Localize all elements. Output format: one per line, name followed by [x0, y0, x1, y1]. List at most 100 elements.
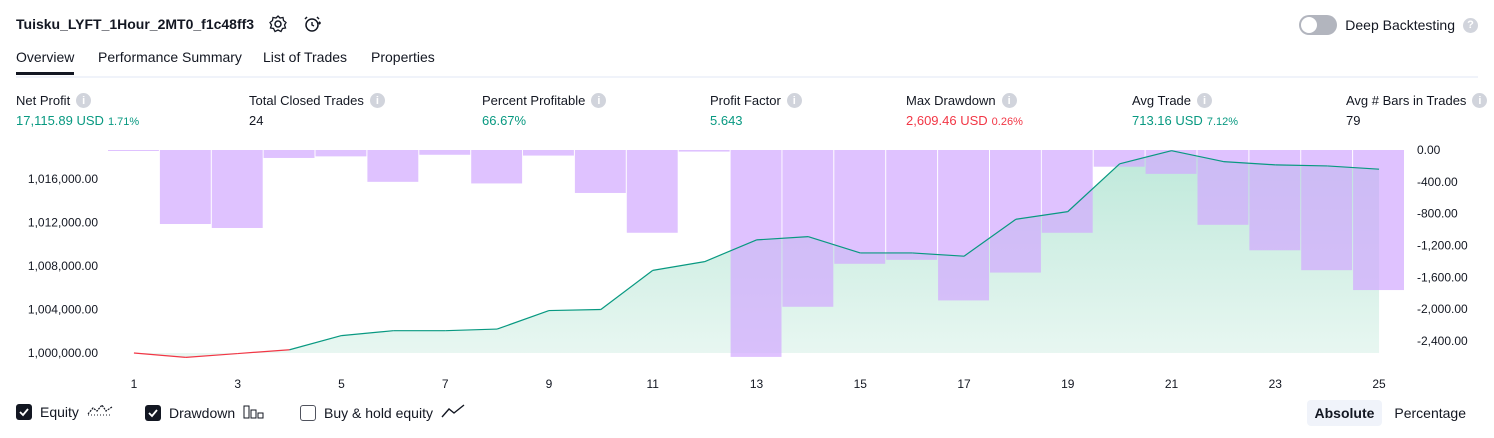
drawdown-axis-tick: -400.00 — [1417, 175, 1458, 189]
equity-drawdown-chart: 1,000,000.00 1,004,000.00 1,008,000.00 1,01… — [28, 143, 1468, 391]
equity-line-segment — [1275, 164, 1328, 167]
equity-label: Equity — [40, 403, 79, 420]
x-axis-tick: 21 — [1165, 377, 1179, 391]
deep-backtesting-toggle[interactable] — [1299, 15, 1338, 35]
info-icon[interactable]: i — [369, 93, 385, 108]
info-icon[interactable]: i — [1197, 93, 1213, 108]
x-axis-tick: 25 — [1372, 377, 1386, 391]
drawdown-bar — [1301, 150, 1353, 271]
drawdown-bar — [782, 150, 834, 307]
strategy-title: Tuisku_LYFT_1Hour_2MT0_f1c48ff3 — [16, 16, 255, 32]
info-icon[interactable]: i — [1001, 93, 1017, 108]
drawdown-axis-tick: -2,000.00 — [1417, 302, 1468, 316]
drawdown-axis-tick: 0.00 — [1417, 143, 1441, 157]
tab-overview[interactable]: Overview — [16, 49, 75, 75]
drawdown-bar — [574, 150, 626, 193]
equity-line-segment — [912, 252, 965, 257]
legend-buy-hold-equity[interactable]: Buy & hold equity — [300, 403, 465, 422]
equity-line-segment — [652, 261, 705, 271]
x-axis-tick: 11 — [647, 377, 660, 391]
absolute-button[interactable]: Absolute — [1306, 400, 1383, 426]
equity-line-segment — [756, 236, 809, 241]
metric-label: Profit Factor — [710, 93, 781, 108]
info-icon[interactable]: i — [591, 93, 607, 108]
equity-line-segment — [1015, 211, 1068, 220]
equity-line-segment — [341, 330, 394, 337]
deep-backtesting-control: Deep Backtesting ? — [1299, 15, 1478, 35]
drawdown-checkbox[interactable] — [145, 404, 161, 421]
tab-list-of-trades[interactable]: List of Trades — [263, 49, 348, 65]
drawdown-bar — [523, 150, 574, 156]
drawdown-bar — [315, 150, 367, 157]
drawdown-bar — [211, 150, 263, 228]
metric-value: 24 — [249, 113, 264, 128]
metric-total-closed-trades: Total Closed Trades i 24 — [249, 93, 385, 128]
x-axis-tick: 23 — [1269, 377, 1283, 391]
metric-percent: 0.26% — [991, 116, 1023, 128]
equity-line-segment — [548, 308, 601, 312]
x-axis-tick: 13 — [750, 377, 764, 391]
equity-line-segment — [1119, 150, 1172, 165]
drawdown-bar — [108, 150, 159, 151]
drawdown-axis-tick: -2,400.00 — [1417, 334, 1468, 348]
equity-checkbox[interactable] — [16, 403, 32, 420]
equity-line-segment — [808, 236, 861, 254]
x-axis-tick: 15 — [854, 377, 868, 391]
equity-line-segment — [496, 310, 550, 330]
drawdown-bar — [626, 150, 678, 233]
tab-performance-summary[interactable]: Performance Summary — [98, 49, 242, 65]
equity-line-segment — [963, 218, 1017, 257]
drawdown-bar — [1353, 150, 1404, 291]
drawdown-bar — [834, 150, 886, 264]
info-icon[interactable]: i — [76, 93, 92, 108]
equity-line-segment — [1327, 165, 1380, 170]
equity-line-segment — [237, 349, 290, 355]
x-axis-tick: 17 — [957, 377, 971, 391]
report-header: Tuisku_LYFT_1Hour_2MT0_f1c48ff3 Deep Bac… — [16, 12, 1478, 38]
drawdown-bar — [419, 150, 471, 155]
buy-hold-line-icon — [441, 403, 465, 422]
x-axis-tick: 1 — [131, 377, 138, 391]
toggle-knob — [1301, 17, 1318, 33]
x-axis-tick: 5 — [338, 377, 345, 391]
drawdown-bar — [886, 150, 938, 260]
drawdown-axis-tick: -1,600.00 — [1417, 270, 1468, 284]
legend-equity[interactable]: Equity — [16, 403, 113, 420]
equity-axis-tick: 1,008,000.00 — [28, 259, 98, 273]
drawdown-bars-icon — [243, 403, 265, 422]
metric-net-profit: Net Profit i 17,115.89 USD 1.71% — [16, 93, 139, 128]
equity-line-segment — [185, 352, 238, 358]
metric-value: 2,609.46 USD — [906, 113, 988, 128]
legend-drawdown[interactable]: Drawdown — [145, 403, 265, 422]
equity-line-segment — [1223, 161, 1276, 166]
help-question-icon[interactable]: ? — [1463, 17, 1478, 33]
metric-label: Avg Trade — [1132, 93, 1192, 108]
drawdown-bar — [471, 150, 523, 184]
metric-value: 713.16 USD — [1132, 113, 1203, 128]
equity-line-segment — [1067, 163, 1121, 213]
metric-label: Net Profit — [16, 93, 71, 108]
equity-axis-tick: 1,016,000.00 — [28, 172, 98, 186]
metric-max-drawdown: Max Drawdown i 2,609.46 USD 0.26% — [906, 93, 1023, 128]
equity-line-segment — [600, 269, 654, 310]
metric-label: Max Drawdown — [906, 93, 996, 108]
metric-value: 79 — [1346, 113, 1361, 128]
tab-properties[interactable]: Properties — [371, 49, 435, 65]
info-icon[interactable]: i — [1472, 93, 1488, 108]
drawdown-bar — [730, 150, 782, 357]
drawdown-bar — [1041, 150, 1093, 233]
percentage-button[interactable]: Percentage — [1394, 405, 1466, 421]
alarm-clock-icon[interactable] — [302, 14, 322, 34]
drawdown-axis-tick: -800.00 — [1417, 207, 1458, 221]
settings-gear-icon[interactable] — [268, 14, 288, 34]
equity-axis-tick: 1,004,000.00 — [28, 303, 98, 317]
drawdown-bar — [367, 150, 419, 182]
info-icon[interactable]: i — [786, 93, 802, 108]
equity-line-segment — [445, 328, 498, 332]
drawdown-bar — [990, 150, 1041, 273]
buy-hold-checkbox[interactable] — [300, 404, 316, 421]
metric-label: Percent Profitable — [482, 93, 586, 108]
equity-axis-tick: 1,000,000.00 — [28, 346, 98, 360]
metric-value: 17,115.89 USD — [16, 113, 104, 128]
metric-percent: 7.12% — [1206, 116, 1239, 128]
